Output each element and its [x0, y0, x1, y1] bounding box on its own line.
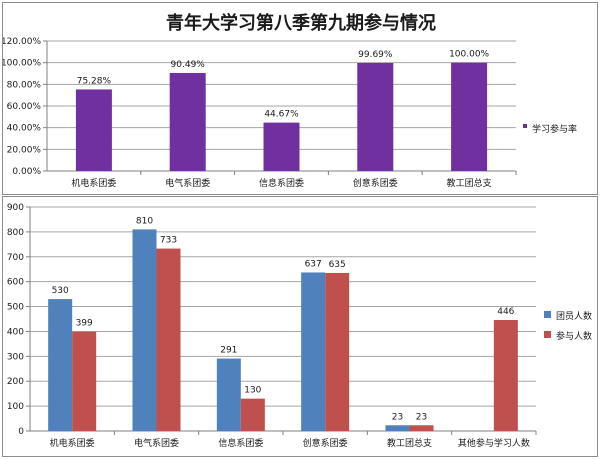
member-count-plot: 0 100 200 300 400 500 600 700 800 900 机电系团委 530 399 电… [7, 203, 592, 449]
member-count-chart: 0 100 200 300 400 500 600 700 800 900 机电系团委 530 399 电… [2, 196, 598, 457]
bar [72, 331, 97, 431]
y-tick-label: 500 [7, 303, 24, 313]
data-label: 99.69% [358, 50, 393, 60]
x-tick-label: 其他参与学习人数 [458, 437, 530, 449]
bar [48, 299, 73, 431]
data-label: 530 [52, 286, 69, 296]
legend-label: 学习参与率 [532, 123, 577, 135]
bar [75, 89, 112, 171]
bar [409, 425, 434, 431]
x-tick-label: 教工团总支 [387, 437, 432, 449]
x-tick-label: 教工团总支 [447, 177, 492, 189]
bar [240, 398, 265, 431]
participation-rate-plot: 0.00% 20.00% 40.00% 60.00% 80.00% 100.00% 120.… [1, 37, 577, 189]
x-tick-label: 机电系团委 [71, 177, 116, 189]
data-label: 44.67% [264, 110, 299, 120]
bar [385, 425, 410, 431]
legend-swatch [523, 124, 527, 128]
y-tick-label: 200 [7, 377, 24, 387]
bar [156, 248, 181, 431]
y-tick-label: 40.00% [7, 124, 42, 134]
data-label: 75.28% [77, 76, 112, 86]
bar [216, 358, 241, 431]
y-tick-label: 20.00% [7, 145, 42, 155]
data-label: 399 [76, 319, 93, 329]
data-label: 291 [220, 346, 237, 356]
y-tick-label: 0.00% [12, 167, 41, 177]
y-tick-label: 600 [7, 278, 24, 288]
y-tick-label: 80.00% [7, 80, 42, 90]
bar [132, 229, 157, 431]
bar [357, 63, 394, 171]
x-tick-label: 创意系团委 [303, 437, 348, 449]
y-tick-label: 800 [7, 228, 24, 238]
bar [493, 319, 518, 431]
bar [301, 272, 326, 431]
bar [325, 272, 350, 431]
data-label: 446 [497, 307, 514, 317]
y-tick-label: 100 [7, 402, 24, 412]
data-label: 130 [244, 386, 261, 396]
data-label: 733 [160, 236, 177, 246]
x-tick-label: 信息系团委 [218, 437, 263, 449]
legend-label: 团员人数 [556, 310, 592, 322]
y-tick-label: 60.00% [7, 102, 42, 112]
data-label: 100.00% [449, 50, 489, 60]
bar [169, 72, 206, 171]
data-label: 90.49% [171, 60, 206, 70]
data-label: 635 [329, 260, 346, 270]
y-tick-label: 300 [7, 352, 24, 362]
participation-rate-chart: 青年大学习第八季第九期参与情况 0.00% 20.00% 40.00% 60.00% 8… [1, 2, 598, 195]
bar [263, 122, 300, 171]
chart-title: 青年大学习第八季第九期参与情况 [166, 13, 436, 34]
data-label: 810 [136, 216, 153, 226]
x-tick-label: 电气系团委 [134, 437, 179, 449]
x-tick-label: 创意系团委 [353, 177, 398, 189]
data-label: 23 [392, 412, 403, 422]
legend-swatch [544, 311, 551, 318]
data-label: 23 [416, 412, 427, 422]
data-label: 637 [305, 259, 322, 269]
y-tick-label: 0 [18, 427, 24, 437]
y-tick-label: 100.00% [3, 59, 41, 69]
y-tick-label: 900 [7, 203, 24, 213]
y-tick-label: 700 [7, 253, 24, 263]
x-tick-label: 电气系团委 [165, 177, 210, 189]
x-tick-label: 机电系团委 [50, 437, 95, 449]
legend-label: 参与人数 [556, 330, 592, 342]
x-tick-label: 信息系团委 [259, 177, 304, 189]
y-tick-label: 120.00% [3, 37, 41, 47]
legend-swatch [544, 331, 551, 338]
y-tick-label: 400 [7, 327, 24, 337]
bar [451, 62, 488, 171]
